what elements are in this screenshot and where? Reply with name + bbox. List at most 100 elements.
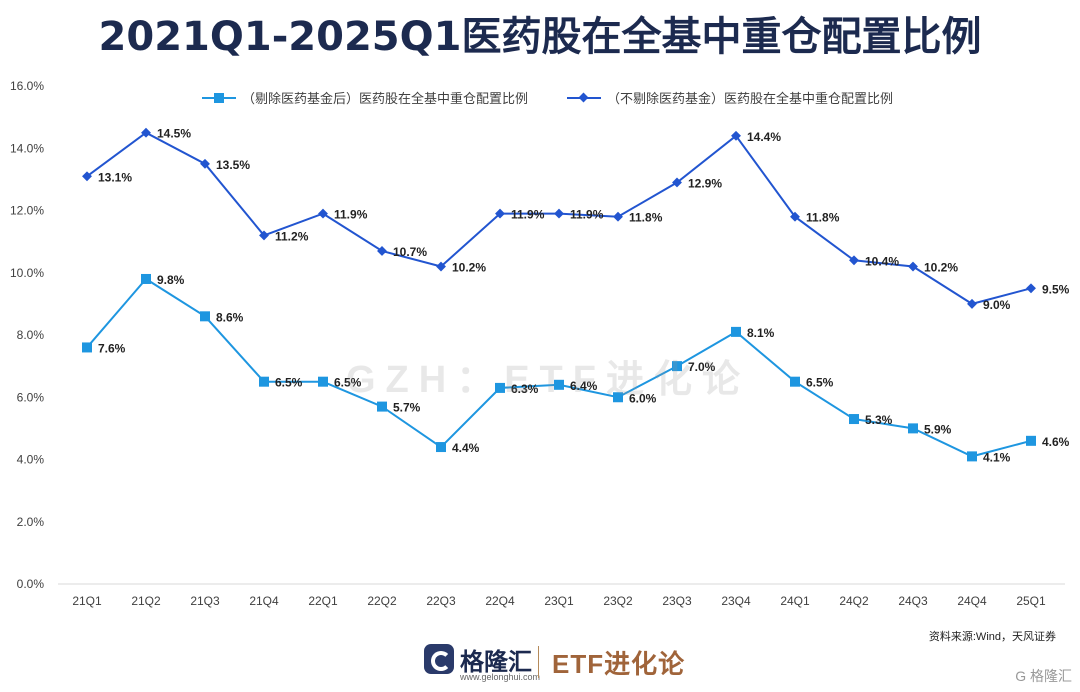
data-label: 11.9% <box>334 208 368 222</box>
x-tick-label: 24Q2 <box>839 594 869 608</box>
data-point-diamond <box>318 208 328 219</box>
data-label: 8.6% <box>216 310 244 324</box>
data-label: 5.9% <box>924 422 952 436</box>
data-label: 14.4% <box>747 130 781 144</box>
brand-name: 格隆汇 <box>460 649 532 676</box>
data-label: 11.2% <box>275 229 309 243</box>
data-point-diamond <box>141 127 151 138</box>
data-point-diamond <box>1026 283 1036 294</box>
data-label: 10.2% <box>924 261 958 275</box>
data-point-square <box>377 401 387 412</box>
data-point-diamond <box>200 158 210 169</box>
data-point-square <box>613 392 623 403</box>
data-label: 4.6% <box>1042 435 1070 449</box>
legend-item-including: （不剔除医药基金）医药股在全基中重仓配置比例 <box>567 88 893 107</box>
data-label: 14.5% <box>157 127 191 141</box>
data-label: 11.9% <box>511 208 545 222</box>
data-label: 10.7% <box>393 245 427 259</box>
data-label: 6.3% <box>511 382 539 396</box>
data-point-square <box>1026 435 1036 446</box>
x-tick-label: 23Q3 <box>662 594 692 608</box>
data-point-diamond <box>436 261 446 272</box>
data-point-square <box>554 379 564 390</box>
data-label: 10.4% <box>865 254 899 268</box>
data-point-diamond <box>82 171 92 182</box>
data-label: 11.8% <box>806 211 840 225</box>
data-point-square <box>967 451 977 462</box>
legend-label-including: （不剔除医药基金）医药股在全基中重仓配置比例 <box>607 91 894 106</box>
y-tick-label: 0.0% <box>17 577 45 591</box>
footer: 格隆汇 www.gelonghui.com ETF进化论 G 格隆汇 <box>0 638 1080 692</box>
data-point-square <box>731 326 741 337</box>
data-point-diamond <box>495 208 505 219</box>
data-label: 6.5% <box>806 376 834 390</box>
footer-divider <box>538 646 539 678</box>
data-label: 9.8% <box>157 273 185 287</box>
x-tick-label: 22Q2 <box>367 594 397 608</box>
y-tick-label: 4.0% <box>17 453 45 467</box>
gelonghui-logo-icon <box>424 644 454 674</box>
etf-brand-name: ETF进化论 <box>552 649 686 679</box>
data-label: 9.0% <box>983 298 1011 312</box>
y-tick-label: 14.0% <box>10 141 44 155</box>
data-point-square <box>790 376 800 387</box>
data-label: 4.1% <box>983 450 1011 464</box>
data-label: 7.6% <box>98 341 126 355</box>
data-label: 5.7% <box>393 401 421 415</box>
data-label: 12.9% <box>688 176 722 190</box>
x-tick-label: 23Q1 <box>544 594 574 608</box>
data-point-diamond <box>259 230 269 241</box>
x-tick-label: 24Q1 <box>780 594 810 608</box>
data-label: 13.5% <box>216 158 250 172</box>
legend-item-excluding: （剔除医药基金后）医药股在全基中重仓配置比例 <box>202 88 528 107</box>
y-tick-label: 16.0% <box>10 79 44 93</box>
data-label: 7.0% <box>688 360 716 374</box>
x-tick-label: 24Q4 <box>957 594 987 608</box>
data-point-diamond <box>967 298 977 309</box>
data-point-square <box>849 414 859 425</box>
data-point-square <box>495 382 505 393</box>
x-tick-label: 23Q4 <box>721 594 751 608</box>
source-note: 资料来源:Wind，天风证券 <box>928 631 1056 643</box>
data-label: 6.5% <box>275 376 303 390</box>
data-point-diamond <box>790 211 800 222</box>
legend-label-excluding: （剔除医药基金后）医药股在全基中重仓配置比例 <box>242 91 529 106</box>
data-label: 9.5% <box>1042 282 1070 296</box>
y-tick-label: 8.0% <box>17 328 45 342</box>
data-point-square <box>318 376 328 387</box>
x-tick-label: 24Q3 <box>898 594 928 608</box>
y-tick-label: 12.0% <box>10 204 44 218</box>
data-label: 5.3% <box>865 413 893 427</box>
data-label: 11.9% <box>570 208 604 222</box>
data-label: 6.0% <box>629 391 657 405</box>
x-tick-label: 22Q4 <box>485 594 515 608</box>
chart-title: 2021Q1-2025Q1医药股在全基中重仓配置比例 <box>98 14 982 60</box>
corner-watermark: G 格隆汇 <box>1015 668 1072 684</box>
x-tick-label: 22Q3 <box>426 594 456 608</box>
x-tick-label: 21Q2 <box>131 594 161 608</box>
data-point-diamond <box>731 130 741 141</box>
x-tick-label: 25Q1 <box>1016 594 1046 608</box>
y-tick-label: 10.0% <box>10 266 44 280</box>
y-tick-label: 6.0% <box>17 390 45 404</box>
x-tick-label: 21Q3 <box>190 594 220 608</box>
legend-marker-square-icon <box>202 91 236 105</box>
data-point-diamond <box>849 255 859 266</box>
data-label: 13.1% <box>98 170 132 184</box>
data-label: 10.2% <box>452 261 486 275</box>
data-label: 8.1% <box>747 326 775 340</box>
x-tick-label: 21Q1 <box>72 594 102 608</box>
data-point-diamond <box>377 246 387 256</box>
data-label: 4.4% <box>452 441 480 455</box>
data-point-square <box>436 442 446 453</box>
data-label: 6.4% <box>570 379 598 393</box>
x-tick-label: 21Q4 <box>249 594 279 608</box>
data-point-square <box>672 361 682 372</box>
data-point-square <box>200 311 210 322</box>
data-label: 6.5% <box>334 376 362 390</box>
data-point-diamond <box>908 261 918 272</box>
data-point-square <box>908 423 918 434</box>
data-point-diamond <box>554 208 564 219</box>
watermark: GZH：ETF进化论 <box>346 359 750 401</box>
x-tick-label: 23Q2 <box>603 594 633 608</box>
